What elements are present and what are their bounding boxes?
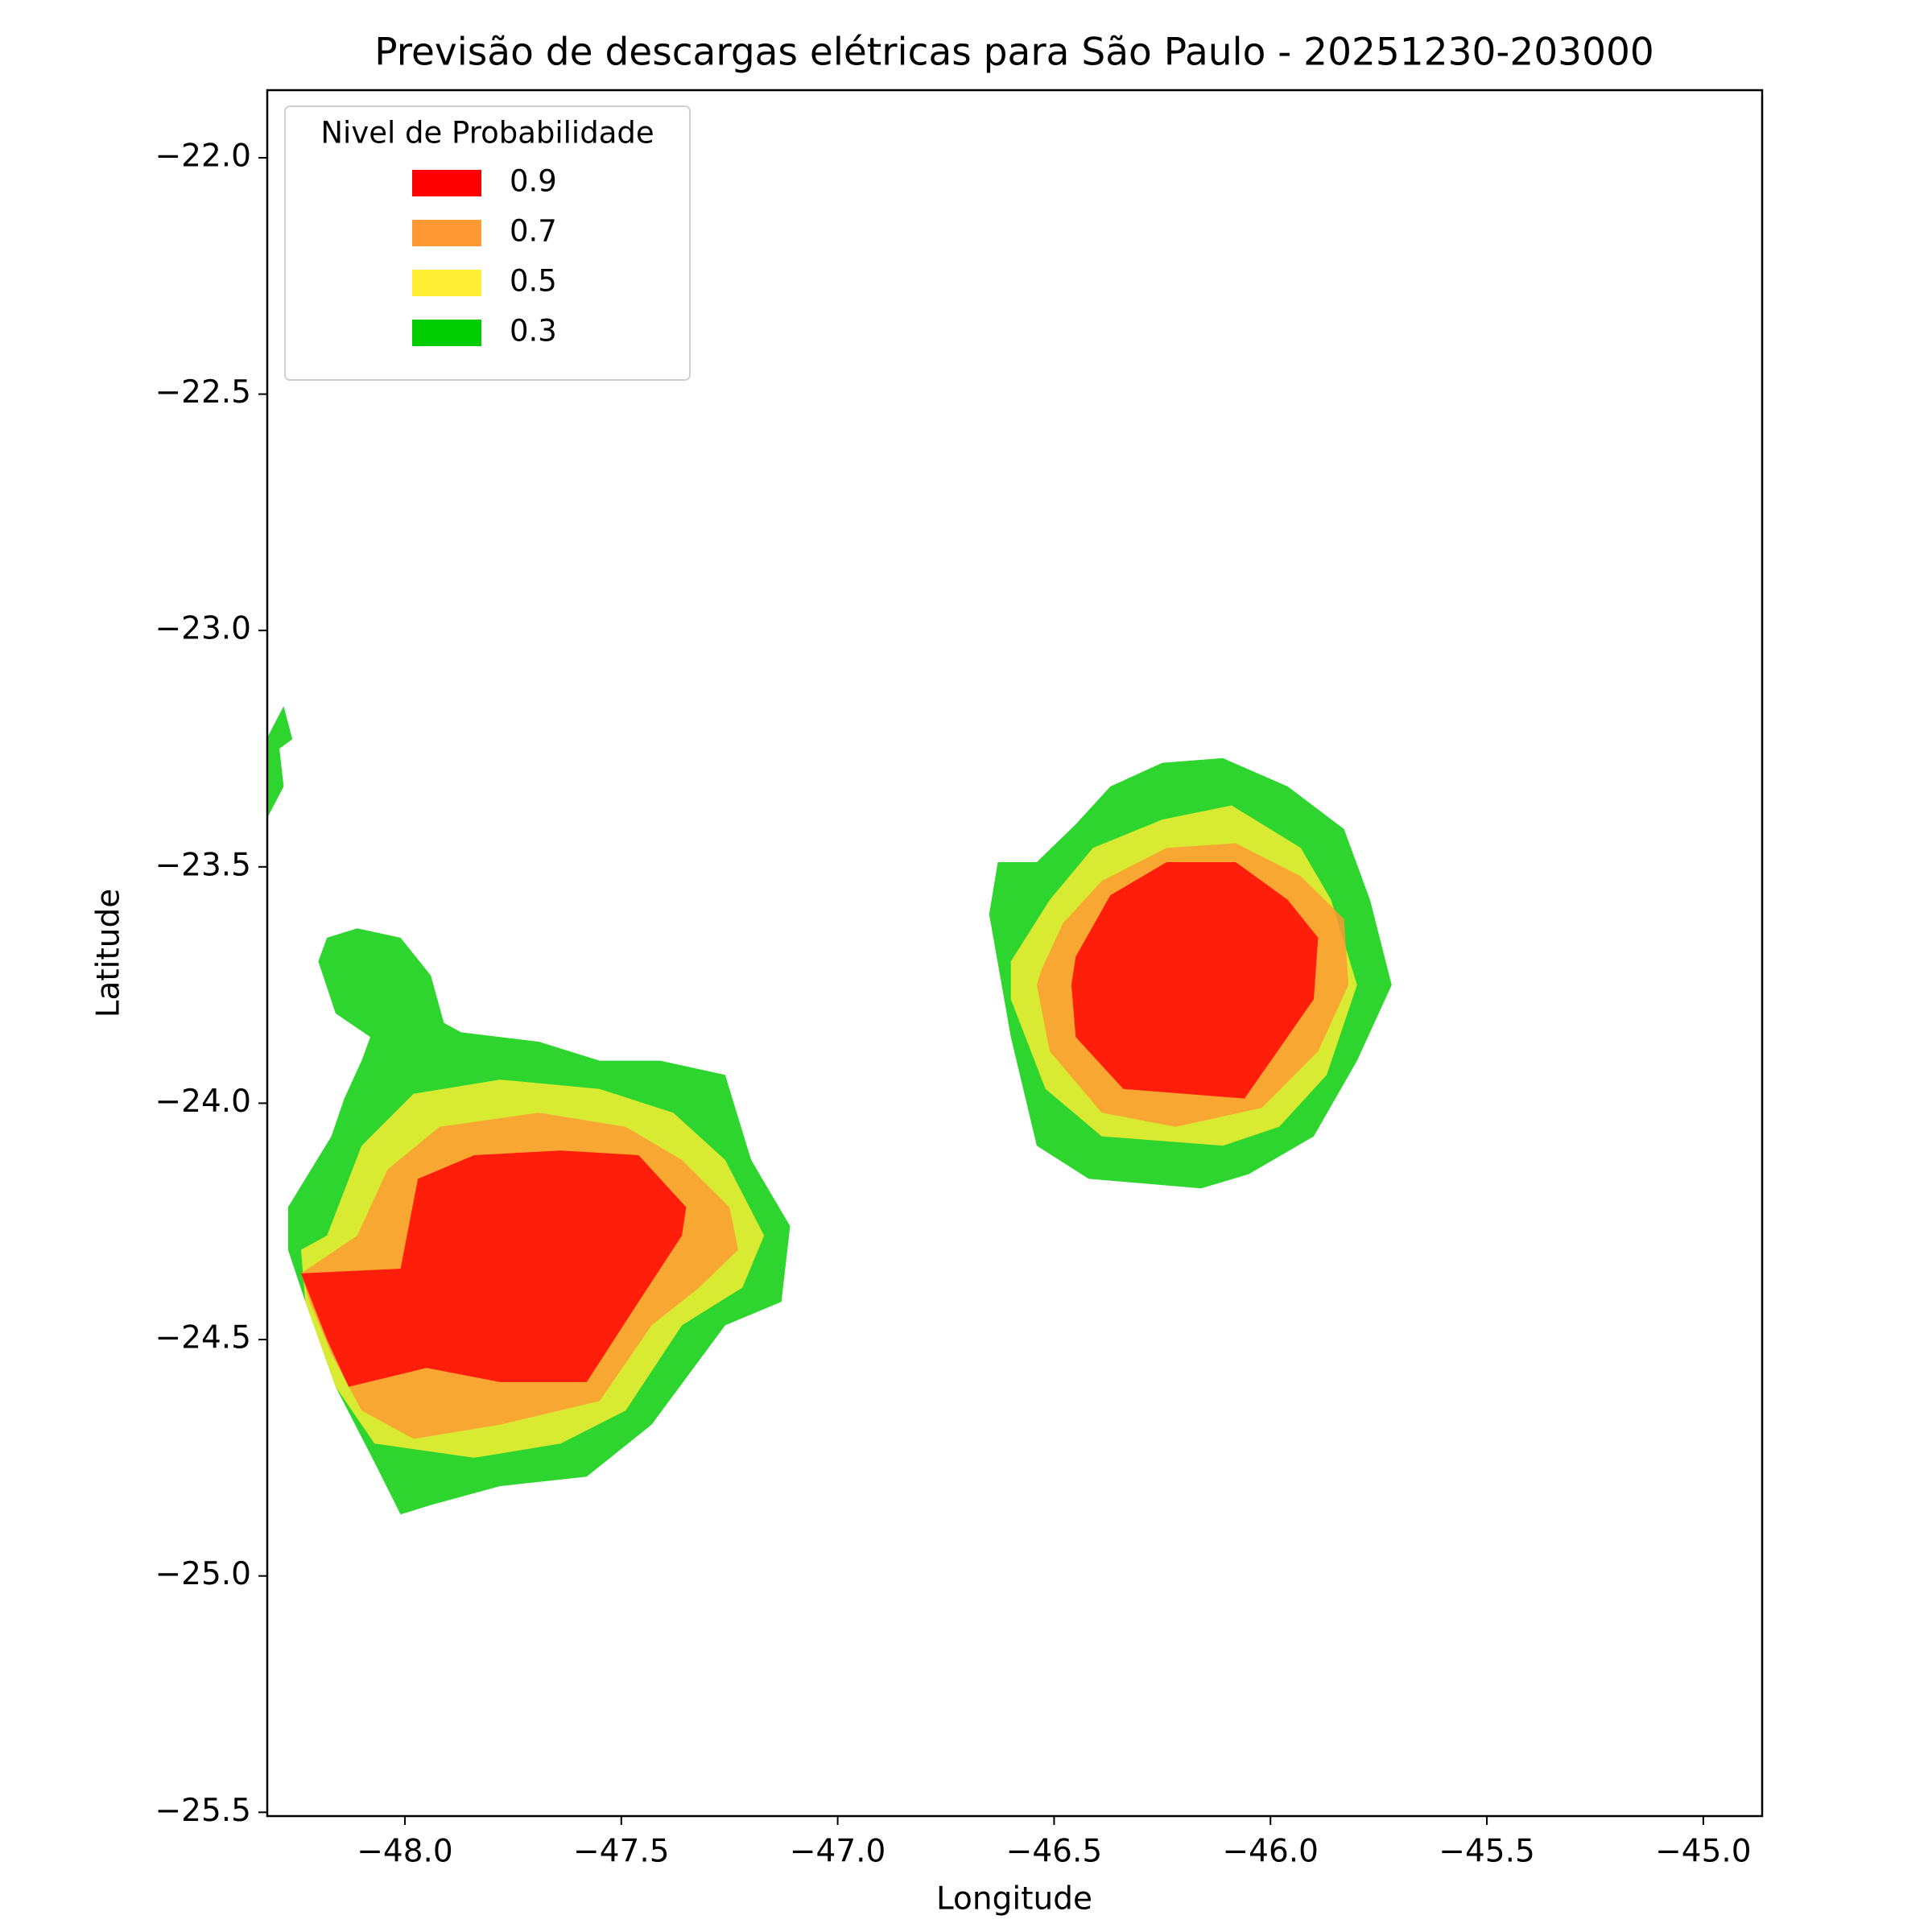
plot-area	[267, 706, 1392, 1515]
x-axis-label: Longitude	[936, 1881, 1092, 1918]
legend-swatch	[412, 170, 481, 196]
ticks: −48.0 −47.5 −47.0 −46.5 −46.0 −45.5 −45.0 −22.0…	[155, 138, 1751, 1869]
legend-label: 0.3	[510, 314, 557, 349]
y-tick-label: −22.0	[155, 138, 251, 174]
y-tick-label: −24.0	[155, 1084, 251, 1120]
legend-label: 0.9	[510, 164, 557, 199]
x-tick-label: −47.5	[573, 1834, 670, 1870]
contour-region	[1071, 862, 1319, 1099]
legend-box	[284, 105, 691, 381]
contour-region	[267, 706, 293, 818]
x-tick-label: −45.0	[1655, 1834, 1752, 1870]
x-tick-label: −47.0	[790, 1834, 886, 1870]
contour-region	[300, 1150, 687, 1387]
x-tick-label: −46.0	[1222, 1834, 1319, 1870]
y-tick-label: −22.5	[155, 374, 251, 411]
y-axis-label: Latitude	[91, 889, 127, 1018]
y-tick-label: −23.5	[155, 847, 251, 883]
x-tick-label: −45.5	[1439, 1834, 1535, 1870]
legend-label: 0.7	[510, 214, 557, 249]
legend: Nivel de Probabilidade 0.9 0.7 0.5 0.3	[284, 105, 691, 381]
axes-frame	[266, 89, 1764, 1818]
chart-title: Previsão de descargas elétricas para São…	[374, 31, 1654, 75]
legend-swatch	[412, 270, 481, 296]
legend-label: 0.5	[510, 264, 557, 299]
y-tick-label: −23.0	[155, 611, 251, 647]
legend-title: Nivel de Probabilidade	[320, 116, 654, 151]
x-tick-label: −46.5	[1006, 1834, 1103, 1870]
x-tick-label: −48.0	[357, 1834, 453, 1870]
y-tick-label: −25.5	[155, 1793, 251, 1829]
y-tick-label: −24.5	[155, 1320, 251, 1356]
legend-swatch	[412, 320, 481, 346]
legend-swatch	[412, 220, 481, 246]
y-tick-label: −25.0	[155, 1556, 251, 1592]
